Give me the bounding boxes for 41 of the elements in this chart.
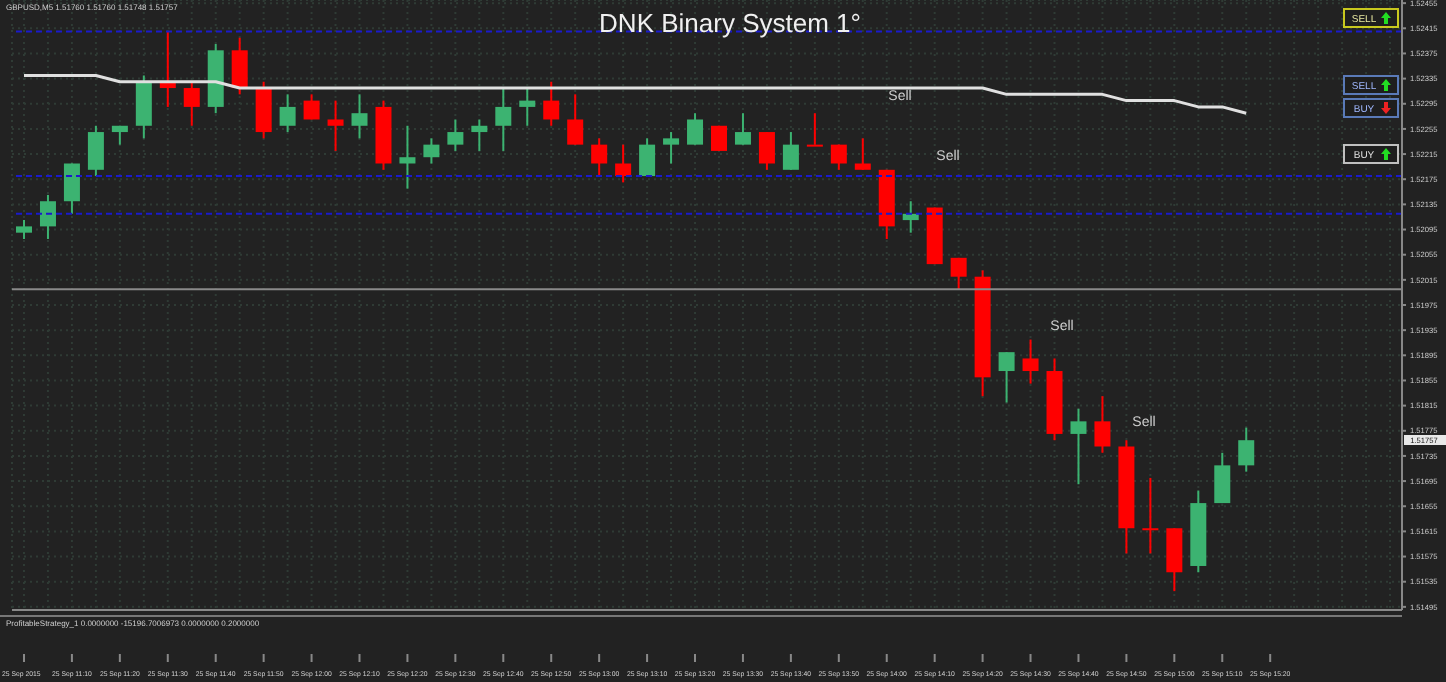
candlestick [231,36,248,96]
candlestick [1070,407,1087,486]
candlestick [423,137,440,165]
candlestick [615,143,632,184]
candlestick [1166,527,1183,593]
candlestick [711,124,727,152]
candlestick [567,93,584,146]
candlestick [519,87,536,127]
candlestick [87,124,104,178]
candlestick [687,112,704,146]
candlestick [591,137,608,178]
candlestick [1094,395,1111,454]
candlestick [950,256,967,291]
candlestick [447,118,464,152]
candlestick [351,93,368,140]
candlestick [39,193,56,240]
candlestick [543,80,560,127]
candlestick [1022,338,1039,385]
candlestick [327,99,344,152]
candlestick [830,143,847,171]
candlestick [639,137,656,178]
candlestick [495,87,512,152]
candlestick [1238,426,1255,473]
candlestick [399,124,416,190]
candlestick [782,131,799,171]
candlestick [279,93,296,134]
candlestick [135,74,152,140]
candlestick [16,219,32,240]
candlestick [806,112,823,147]
candlestick [1142,476,1159,555]
candlestick [255,80,272,140]
candlestick [471,118,488,152]
candlestick [758,131,775,171]
candlestick [303,93,320,121]
candlestick [734,112,751,146]
candlestick [998,351,1015,404]
chart-title: DNK Binary System 1° [599,8,861,38]
candlestick [663,131,680,165]
candlestick [854,137,871,171]
candlestick [183,80,200,127]
candlestick [1214,451,1231,505]
